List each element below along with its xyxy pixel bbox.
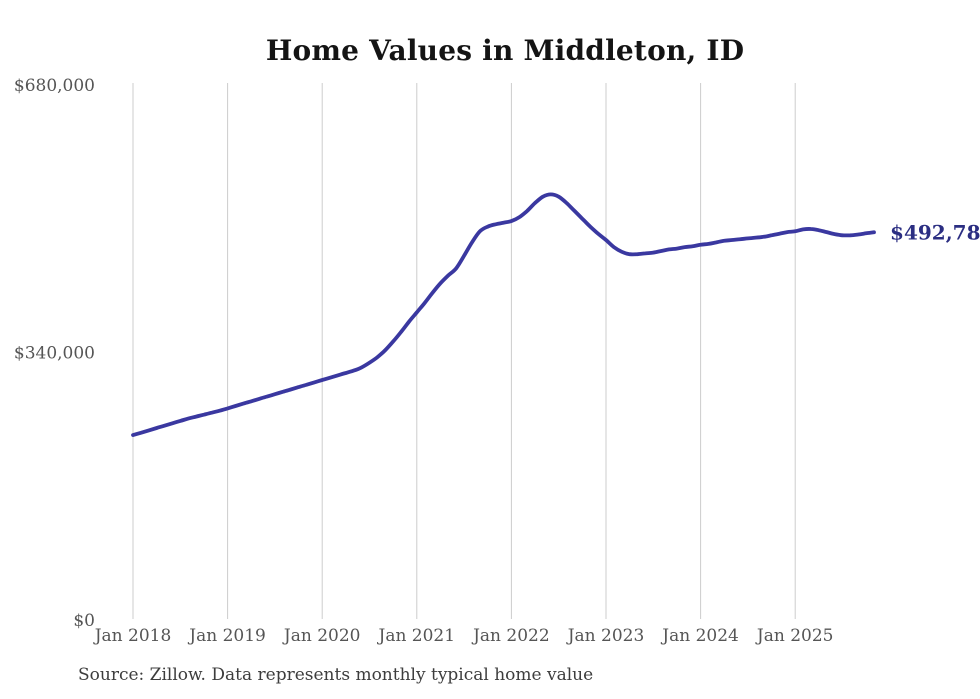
x-tick-label: Jan 2024 (660, 626, 739, 646)
end-value-label: $492,786 (890, 220, 980, 244)
x-tick-label: Jan 2025 (755, 626, 834, 646)
source-note: Source: Zillow. Data represents monthly … (78, 665, 594, 685)
y-tick-label: $680,000 (14, 76, 95, 96)
y-tick-label: $340,000 (14, 344, 95, 364)
chart-title: Home Values in Middleton, ID (265, 34, 745, 67)
x-tick-label: Jan 2023 (566, 626, 645, 646)
y-tick-label: $0 (73, 611, 95, 631)
x-tick-label: Jan 2020 (282, 626, 361, 646)
x-tick-label: Jan 2021 (377, 626, 456, 646)
x-tick-label: Jan 2022 (471, 626, 550, 646)
x-tick-label: Jan 2018 (93, 626, 172, 646)
x-tick-label: Jan 2019 (187, 626, 266, 646)
home-value-line (131, 192, 876, 437)
